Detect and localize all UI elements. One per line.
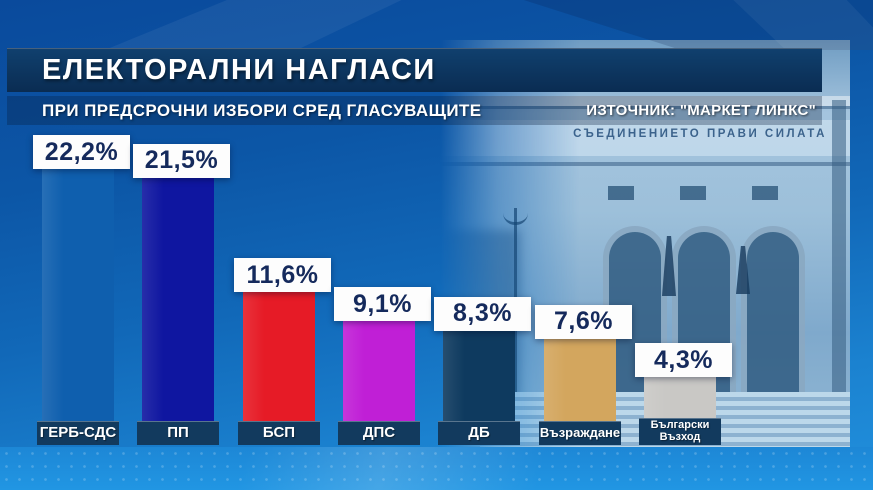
cornice [440,96,850,106]
value-label: 7,6% [535,304,632,339]
category-label: ДПС [338,421,420,445]
attic-window [608,186,634,200]
value-label: 11,6% [234,258,331,293]
value-label: 22,2% [33,135,130,170]
cornice-shadow [440,106,850,109]
value-label: 8,3% [434,296,531,331]
inscription-band [440,120,850,156]
category-label: ПП [137,421,219,445]
bar [644,371,716,421]
subtitle-row: ПРИ ПРЕДСРОЧНИ ИЗБОРИ СРЕД ГЛАСУВАЩИТЕ И… [7,96,822,125]
bar [443,324,515,421]
value-label: 4,3% [635,343,732,378]
top-banner-facets [0,0,873,50]
category-label: ДБ [438,421,520,445]
bar-group: 4,3% Български Възход [635,0,732,490]
category-label: БСП [238,421,320,445]
bar-group: 9,1% ДПС [334,0,431,490]
lamppost-arm [503,212,528,225]
pilaster [832,100,846,400]
bar [42,163,114,421]
category-label: Възраждане [539,421,621,445]
bar [142,171,214,421]
bar-group: 11,6% БСП [234,0,331,490]
attic-window [680,186,706,200]
bar [343,315,415,421]
chart-subtitle: ПРИ ПРЕДСРОЧНИ ИЗБОРИ СРЕД ГЛАСУВАЩИТЕ [42,100,482,120]
attic-window [752,186,778,200]
bar-group: 21,5% ПП [133,0,230,490]
page-title: ЕЛЕКТОРАЛНИ НАГЛАСИ [42,54,436,86]
building-inscription: СЪЕДИНЕНИЕТО ПРАВИ СИЛАТА [573,128,827,140]
bar [243,286,315,421]
value-label: 9,1% [334,287,431,322]
lower-strip [0,447,873,490]
frieze-line [440,162,850,166]
value-label: 21,5% [133,143,230,178]
bar-group: 8,3% ДБ [434,0,531,490]
bar-group: 22,2% ГЕРБ-СДС [33,0,130,490]
title-band: ЕЛЕКТОРАЛНИ НАГЛАСИ [7,48,822,92]
source-credit: ИЗТОЧНИК: "МАРКЕТ ЛИНКС" [586,102,816,119]
category-label: ГЕРБ-СДС [37,421,119,445]
bar-group: 7,6% Възраждане [535,0,632,490]
category-label: Български Възход [639,418,721,445]
bar [544,332,616,421]
arch-doorway [741,226,805,398]
